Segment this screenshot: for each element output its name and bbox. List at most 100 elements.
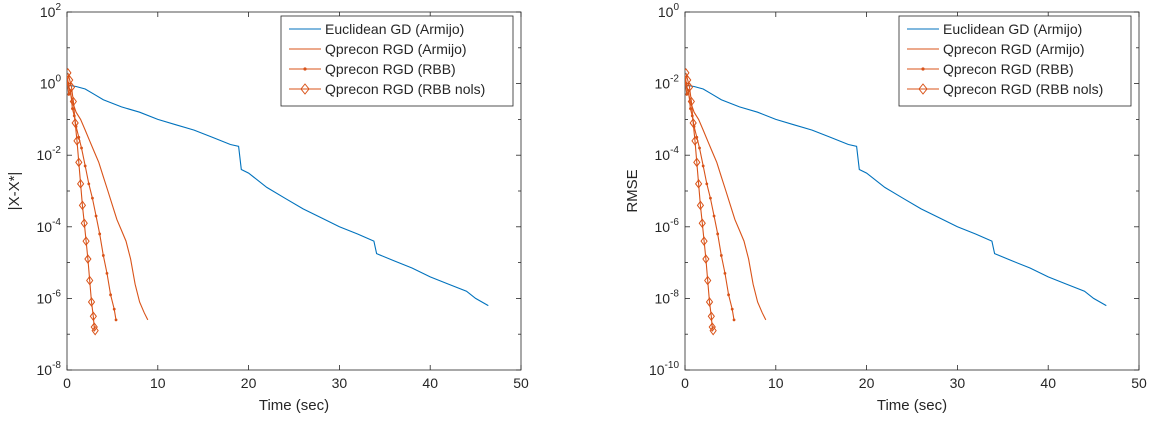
- chart2-legend-label-euclidean-gd-armijo: Euclidean GD (Armijo): [943, 21, 1082, 37]
- chart1-series-line-qprecon-rgd-rbb-nols: [67, 72, 96, 331]
- chart2-y-axis-label: RMSE: [624, 169, 641, 212]
- chart2-legend-label-qprecon-rgd-rbb: Qprecon RGD (RBB): [943, 61, 1074, 77]
- chart1-y-tick-label: 10-4: [37, 217, 62, 235]
- chart2-point-qprecon-rgd-rbb: [719, 254, 723, 257]
- chart1-marker-qprecon-rgd-rbb-nols: [90, 322, 98, 332]
- chart1-series-line-euclidean-gd-armijo: [67, 84, 489, 307]
- right-chart-panel: 0 10 20 30 40 5010-1010-810-610-410-2100Time …: [624, 2, 1147, 414]
- chart2-y-tick-base: 10: [655, 147, 671, 163]
- chart1-y-tick-base: 10: [40, 76, 56, 92]
- chart1-legend-label-qprecon-rgd-rbb: Qprecon RGD (RBB): [325, 61, 456, 77]
- chart2-y-tick-base: 10: [658, 4, 674, 20]
- chart1-y-tick-label: 10-2: [37, 145, 62, 163]
- chart2-legend-label-qprecon-rgd-armijo: Qprecon RGD (Armijo): [943, 41, 1085, 57]
- chart1-x-tick-label: 50: [513, 375, 529, 391]
- chart2-y-tick-base: 10: [655, 290, 671, 306]
- chart1-marker-qprecon-rgd-rbb-nols: [78, 200, 87, 211]
- chart1-x-tick-label: 10: [150, 375, 166, 391]
- chart1-point-qprecon-rgd-rbb: [71, 107, 74, 111]
- chart2-y-tick-exponent: -4: [670, 145, 679, 156]
- chart2-x-axis-label: Time (sec): [877, 397, 947, 414]
- chart2-point-qprecon-rgd-rbb: [689, 107, 692, 111]
- chart1-legend-marker-qprecon-rgd-rbb: [303, 67, 307, 71]
- chart2-legend-marker-qprecon-rgd-rbb: [921, 67, 925, 71]
- chart1-y-tick-exponent: -8: [52, 360, 61, 371]
- chart2-marker-qprecon-rgd-rbb-nols: [700, 236, 708, 246]
- chart1-y-tick-base: 10: [37, 147, 53, 163]
- chart2-y-tick-exponent: -8: [670, 288, 679, 299]
- chart1-marker-qprecon-rgd-rbb-nols: [80, 218, 88, 229]
- chart2-x-tick-label: 10: [768, 375, 784, 391]
- chart1-legend-box: [280, 15, 514, 107]
- chart2-marker-qprecon-rgd-rbb-nols: [689, 118, 697, 128]
- chart1-legend-label-qprecon-rgd-armijo: Qprecon RGD (Armijo): [325, 41, 467, 57]
- chart2-y-tick-label: 10-2: [655, 74, 680, 92]
- chart1-marker-qprecon-rgd-rbb-nols: [67, 75, 74, 85]
- chart1-point-qprecon-rgd-rbb: [87, 182, 91, 186]
- chart2-point-qprecon-rgd-rbb: [727, 293, 730, 297]
- chart1-marker-qprecon-rgd-rbb-nols: [86, 275, 94, 286]
- chart2-series-line-qprecon-rgd-rbb-nols: [685, 72, 714, 331]
- chart2-y-tick-exponent: -2: [670, 74, 679, 85]
- chart1-legend-label-euclidean-gd-armijo: Euclidean GD (Armijo): [325, 21, 464, 37]
- chart2-y-tick-label: 10-6: [655, 217, 680, 235]
- chart1-marker-qprecon-rgd-rbb-nols: [73, 136, 81, 146]
- chart2-marker-qprecon-rgd-rbb-nols: [687, 96, 695, 107]
- chart1-y-tick-base: 10: [37, 219, 53, 235]
- chart2-point-qprecon-rgd-rbb: [730, 307, 734, 311]
- chart2-point-qprecon-rgd-rbb: [705, 182, 709, 186]
- chart2-point-qprecon-rgd-rbb: [701, 164, 705, 168]
- chart1-y-tick-exponent: -2: [52, 145, 61, 156]
- chart2-x-tick-label: 30: [950, 375, 966, 391]
- chart1-y-tick-label: 100: [40, 74, 62, 92]
- chart1-point-qprecon-rgd-rbb: [101, 254, 105, 257]
- chart1-marker-qprecon-rgd-rbb-nols: [69, 96, 77, 107]
- chart1-legend-label-qprecon-rgd-rbb-nols: Qprecon RGD (RBB nols): [325, 81, 485, 97]
- chart1-point-qprecon-rgd-rbb: [98, 232, 102, 236]
- chart2-series-line-qprecon-rgd-armijo: [685, 76, 767, 321]
- chart2-y-tick-label: 10-10: [649, 360, 679, 378]
- chart2-marker-qprecon-rgd-rbb-nols: [702, 254, 710, 264]
- chart2-marker-qprecon-rgd-rbb-nols: [685, 75, 692, 85]
- chart2-point-qprecon-rgd-rbb: [716, 232, 720, 236]
- chart1-point-qprecon-rgd-rbb: [91, 196, 94, 200]
- chart2-marker-qprecon-rgd-rbb-nols: [698, 218, 706, 229]
- chart1-point-qprecon-rgd-rbb: [114, 318, 118, 322]
- chart1-x-tick-label: 40: [422, 375, 438, 391]
- chart1-y-tick-label: 10-6: [37, 288, 62, 306]
- chart1-point-qprecon-rgd-rbb: [112, 307, 116, 311]
- chart1-series-line-qprecon-rgd-armijo: [67, 76, 149, 321]
- chart2-y-tick-exponent: 0: [673, 2, 679, 13]
- chart2-point-qprecon-rgd-rbb: [732, 318, 736, 322]
- chart2-y-tick-label: 100: [658, 2, 680, 20]
- chart2-point-qprecon-rgd-rbb: [723, 271, 727, 275]
- chart1-marker-qprecon-rgd-rbb-nols: [75, 157, 83, 168]
- chart2-marker-qprecon-rgd-rbb-nols: [691, 136, 699, 146]
- chart1-y-tick-label: 102: [40, 2, 62, 20]
- chart1-point-qprecon-rgd-rbb: [80, 146, 83, 150]
- chart2-legend-marker-qprecon-rgd-rbb-nols: [918, 83, 928, 95]
- chart2-y-tick-exponent: -6: [670, 217, 679, 228]
- chart2-marker-qprecon-rgd-rbb-nols: [694, 179, 703, 189]
- chart1-marker-qprecon-rgd-rbb-nols: [67, 68, 72, 78]
- chart1-point-qprecon-rgd-rbb: [94, 214, 98, 218]
- chart1-marker-qprecon-rgd-rbb-nols: [76, 179, 85, 189]
- chart2-legend-box: [898, 15, 1132, 107]
- chart1-y-tick-base: 10: [40, 4, 56, 20]
- chart2-marker-qprecon-rgd-rbb-nols: [707, 311, 715, 322]
- chart2-x-tick-label: 50: [1131, 375, 1147, 391]
- chart2-marker-qprecon-rgd-rbb-nols: [685, 68, 690, 78]
- chart1-point-qprecon-rgd-rbb: [67, 92, 71, 96]
- chart2-marker-qprecon-rgd-rbb-nols: [693, 157, 701, 168]
- chart1-y-tick-exponent: -4: [52, 217, 61, 228]
- chart1-marker-qprecon-rgd-rbb-nols: [82, 236, 90, 246]
- chart1-marker-qprecon-rgd-rbb-nols: [89, 311, 97, 322]
- chart1-x-axis-label: Time (sec): [259, 397, 329, 414]
- chart2-x-tick-label: 0: [681, 375, 689, 391]
- chart2-marker-qprecon-rgd-rbb-nols: [696, 200, 705, 211]
- chart2-point-qprecon-rgd-rbb: [698, 146, 701, 150]
- chart1-y-tick-exponent: 0: [55, 74, 61, 85]
- chart1-y-tick-label: 10-8: [37, 360, 62, 378]
